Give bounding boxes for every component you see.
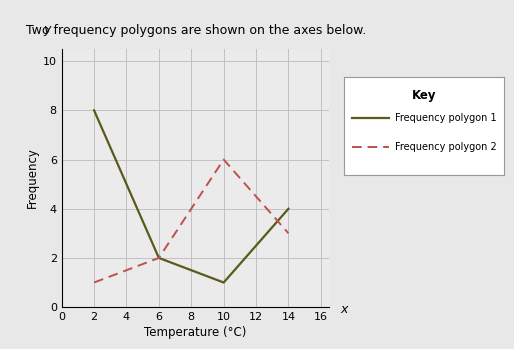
X-axis label: Temperature (°C): Temperature (°C) (144, 326, 247, 339)
Text: Two frequency polygons are shown on the axes below.: Two frequency polygons are shown on the … (26, 24, 366, 37)
Text: Key: Key (412, 89, 436, 102)
Text: Frequency polygon 2: Frequency polygon 2 (395, 142, 497, 152)
Y-axis label: Frequency: Frequency (26, 148, 39, 208)
Text: $x$: $x$ (340, 303, 350, 317)
Text: Frequency polygon 1: Frequency polygon 1 (395, 113, 497, 123)
Text: $y$: $y$ (43, 24, 53, 38)
